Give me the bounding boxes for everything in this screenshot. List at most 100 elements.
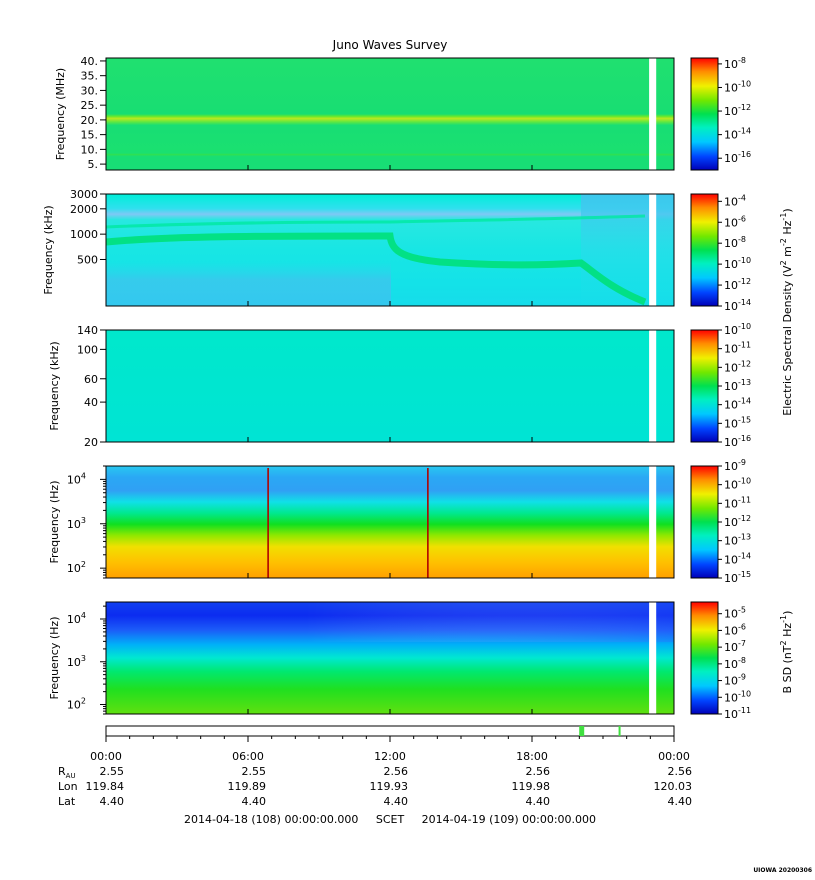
colorbar-4-ticks: 10-9 10-10 10-11 10-12 10-13 10-14 10-15 — [718, 458, 751, 585]
panel-5-ytick-label: 103 — [67, 654, 86, 669]
colorbar-5-tick-label: 10-11 — [724, 706, 751, 721]
panel-3-ytick-label: 20 — [84, 436, 98, 449]
b-spectral-density-label: B SD (nT2 Hz-1) — [779, 611, 794, 694]
panel-2-ytick-label: 500 — [77, 253, 98, 266]
ephemeris-value: 119.98 — [512, 780, 551, 793]
ephemeris-value: 119.84 — [86, 780, 125, 793]
colorbar-5-tick-label: 10-6 — [724, 622, 746, 637]
panel-1-yticks: 5. 10.15. 20. 25. 30.35. 40. — [81, 55, 106, 171]
panel-2-low-band — [106, 262, 391, 306]
mode-bar-mark — [579, 726, 585, 736]
panel-2-ylabel: Frequency (kHz) — [42, 205, 55, 294]
colorbar-4-tick-label: 10-14 — [724, 551, 751, 566]
chart-title: Juno Waves Survey — [332, 38, 448, 52]
panel-3-ylabel: Frequency (kHz) — [48, 341, 61, 430]
ephemeris-value: 119.89 — [228, 780, 267, 793]
mode-bar-frame — [105, 725, 675, 737]
ephemeris-value: 4.40 — [100, 795, 125, 808]
ephemeris-label: Lat — [58, 795, 76, 808]
panel-4-ylabel: Frequency (Hz) — [48, 481, 61, 564]
mode-bar — [105, 725, 675, 737]
ephemeris-value: 120.03 — [654, 780, 693, 793]
colorbar-4-tick-label: 10-9 — [724, 458, 746, 473]
panel-4-data-gap — [649, 466, 657, 578]
colorbar-3-tick-label: 10-12 — [724, 359, 751, 374]
panel-1-ytick-label: 15. — [81, 129, 99, 142]
colorbar-1-tick-label: 10-16 — [724, 150, 751, 165]
colorbar-3-tick-label: 10-10 — [724, 322, 751, 337]
ephemeris-value: 2.56 — [526, 765, 551, 778]
panel-5-right-shade — [106, 602, 674, 642]
panel-1-data-gap — [649, 58, 657, 170]
panel-4-ytick-label: 103 — [67, 516, 86, 531]
colorbar-2: 10-4 10-6 10-8 10-10 10-12 10-14 — [690, 193, 751, 313]
mode-bar-mark — [618, 726, 621, 736]
colorbar-3-tick-label: 10-11 — [724, 341, 751, 356]
colorbar-3-ramp — [690, 329, 719, 443]
panel-1-ytick-label: 35. — [81, 70, 99, 83]
colorbar-5-ramp — [690, 601, 719, 715]
colorbar-1: 10-8 10-10 10-12 10-14 10-16 — [690, 56, 751, 171]
ephemeris-value: 4.40 — [384, 795, 409, 808]
colorbar-4-tick-label: 10-10 — [724, 477, 751, 492]
panel-1-ytick-label: 30. — [81, 84, 99, 97]
panel-1-ytick-label: 40. — [81, 55, 99, 68]
panel-2-cutoff-band — [105, 232, 647, 306]
colorbar-3-tick-label: 10-16 — [724, 434, 751, 449]
panel-1-ytick-label: 5. — [88, 158, 99, 171]
colorbar-4: 10-9 10-10 10-11 10-12 10-13 10-14 10-15 — [690, 458, 751, 585]
ephemeris-label: Lon — [58, 780, 78, 793]
ephemeris-value: 2.55 — [100, 765, 125, 778]
panel-2-ytick-label: 3000 — [70, 188, 98, 201]
colorbar-4-tick-label: 10-15 — [724, 570, 751, 585]
panel-1-spectrogram — [106, 58, 674, 170]
x-tick-label: 12:00 — [374, 750, 406, 763]
colorbar-1-ramp — [690, 57, 719, 171]
colorbar-2-tick-label: 10-8 — [724, 235, 746, 250]
panel-2-late-region — [581, 194, 674, 306]
colorbar-2-ticks: 10-4 10-6 10-8 10-10 10-12 10-14 — [718, 193, 751, 313]
panel-5-ytick-label: 102 — [67, 697, 86, 712]
panel-1-ytick-label: 20. — [81, 114, 99, 127]
panel-4-spikes — [267, 468, 429, 578]
time-axis: 00:00 06:00 12:00 18:00 00:00 — [90, 165, 690, 763]
panel-1-ylabel: Frequency (MHz) — [54, 68, 67, 160]
colorbar-4-ramp — [690, 465, 719, 579]
colorbar-1-tick-label: 10-10 — [724, 79, 751, 94]
panel-4: Frequency (Hz) 104 103 102 — [48, 465, 675, 579]
panel-3-ytick-label: 100 — [77, 343, 98, 356]
mode-bar-marks — [579, 726, 621, 736]
panel-1-ytick-label: 25. — [81, 99, 99, 112]
electric-spectral-density-label: Electric Spectral Density (V2 m-2 Hz-1) — [779, 208, 794, 415]
colorbar-2-tick-label: 10-6 — [724, 214, 746, 229]
scet-footer: 2014-04-18 (108) 00:00:00.000 SCET 2014-… — [184, 813, 596, 826]
x-tick-label: 00:00 — [658, 750, 690, 763]
colorbar-1-tick-label: 10-14 — [724, 127, 751, 142]
panel-5-ylabel: Frequency (Hz) — [48, 617, 61, 700]
ephemeris-table: RAU 2.55 2.55 2.56 2.56 2.56 Lon 119.84 119.89 11… — [58, 765, 692, 808]
uiowa-watermark: UIOWA 20200306 — [753, 867, 812, 874]
x-tick-label: 06:00 — [232, 750, 264, 763]
x-tick-label: 18:00 — [516, 750, 548, 763]
colorbar-2-tick-label: 10-4 — [724, 193, 746, 208]
colorbar-1-tick-label: 10-8 — [724, 56, 746, 71]
panel-4-ytick-label: 104 — [67, 471, 86, 486]
panel-4-spectrogram — [106, 466, 674, 578]
panel-2-yticks: 500 1000 2000 3000 — [70, 188, 106, 266]
ephemeris-value: 119.93 — [370, 780, 409, 793]
panel-2-ytick-label: 2000 — [70, 203, 98, 216]
colorbar-5-tick-label: 10-7 — [724, 639, 746, 654]
panel-5-yticks: 104 103 102 — [67, 605, 106, 715]
colorbar-3-tick-label: 10-13 — [724, 378, 751, 393]
colorbar-2-tick-label: 10-14 — [724, 298, 751, 313]
panel-5-data-gap — [649, 602, 657, 714]
ephemeris-value: 2.55 — [242, 765, 267, 778]
panel-3-ytick-label: 60 — [84, 373, 98, 386]
colorbar-2-tick-label: 10-10 — [724, 256, 751, 271]
panel-3-spectrogram — [106, 330, 674, 442]
colorbar-5: 10-510-6 10-7 10-8 10-910-10 10-11 — [690, 601, 751, 721]
colorbar-4-tick-label: 10-13 — [724, 533, 751, 548]
panel-3: Frequency (kHz) 20 40 60 100 140 — [48, 324, 675, 449]
colorbar-5-tick-label: 10-9 — [724, 673, 746, 688]
